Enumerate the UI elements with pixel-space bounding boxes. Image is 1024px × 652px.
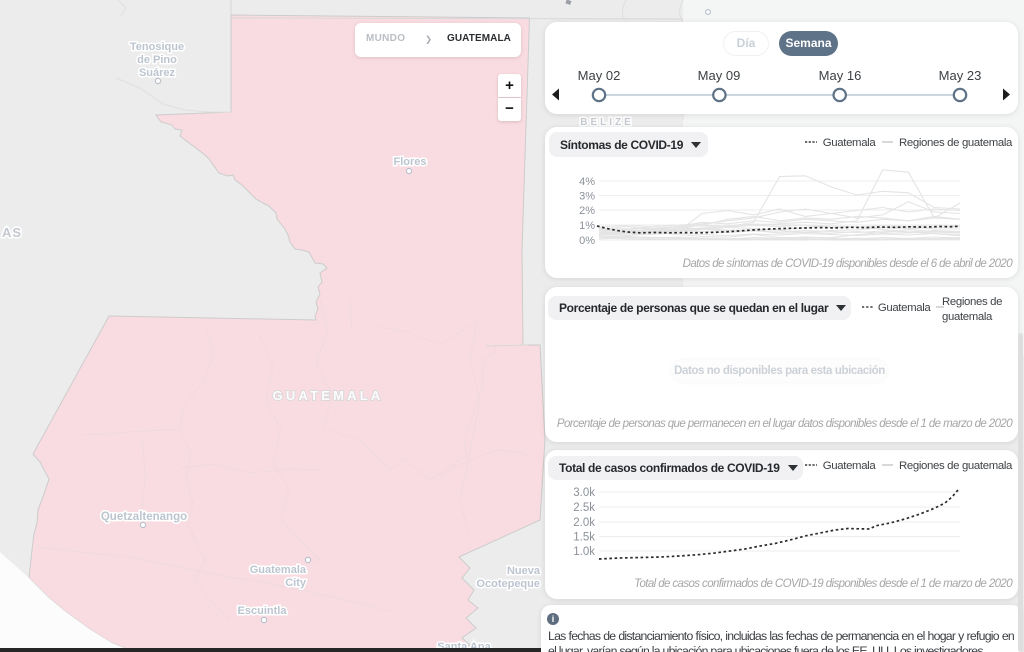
svg-text:3%: 3% xyxy=(579,191,595,203)
svg-text:AS: AS xyxy=(2,225,22,240)
svg-text:GUATEMALA: GUATEMALA xyxy=(273,388,384,403)
svg-text:BELIZE: BELIZE xyxy=(580,117,634,128)
svg-text:2%: 2% xyxy=(579,205,595,217)
svg-text:2.0k: 2.0k xyxy=(573,517,595,529)
svg-text:Suárez: Suárez xyxy=(139,67,176,79)
svg-text:Guatemala: Guatemala xyxy=(250,564,307,576)
svg-text:Quetzaltenango: Quetzaltenango xyxy=(101,511,187,523)
svg-text:4%: 4% xyxy=(579,176,595,188)
svg-text:3.0k: 3.0k xyxy=(573,487,595,499)
svg-text:1.0k: 1.0k xyxy=(573,546,595,558)
svg-text:Tenosique: Tenosique xyxy=(130,41,184,53)
svg-text:Nueva: Nueva xyxy=(507,565,541,577)
svg-text:de Pino: de Pino xyxy=(137,54,177,66)
svg-text:Flores: Flores xyxy=(393,156,426,168)
svg-text:City: City xyxy=(285,577,307,589)
svg-text:0%: 0% xyxy=(579,235,595,247)
svg-text:1%: 1% xyxy=(579,220,595,232)
svg-text:Escuintla: Escuintla xyxy=(238,605,288,617)
svg-text:1.5k: 1.5k xyxy=(573,532,595,544)
svg-text:2.5k: 2.5k xyxy=(573,502,595,514)
svg-text:Ocotepeque: Ocotepeque xyxy=(476,578,540,590)
